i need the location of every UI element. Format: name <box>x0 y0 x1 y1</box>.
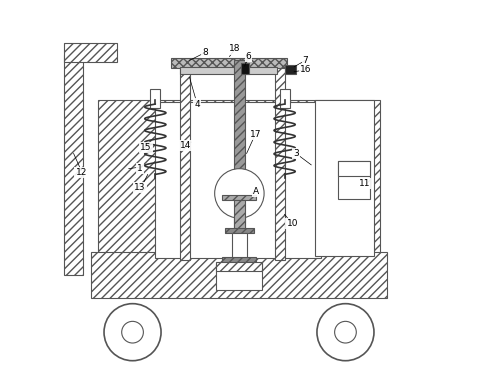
Bar <box>222 257 256 264</box>
Text: 13: 13 <box>134 183 146 192</box>
Text: 1: 1 <box>137 164 143 173</box>
Text: 8: 8 <box>202 48 207 57</box>
Circle shape <box>215 169 264 218</box>
Bar <box>234 200 245 229</box>
Bar <box>284 65 296 74</box>
Bar <box>275 62 284 260</box>
Bar <box>280 89 290 108</box>
Text: 14: 14 <box>180 141 192 151</box>
Circle shape <box>104 304 161 361</box>
Bar <box>216 264 262 290</box>
Text: 10: 10 <box>286 219 298 228</box>
Bar <box>216 262 262 271</box>
Bar <box>234 61 245 256</box>
Bar <box>98 100 380 260</box>
Bar <box>338 161 370 176</box>
Text: A: A <box>253 187 259 196</box>
Text: 11: 11 <box>358 179 370 188</box>
Bar <box>64 43 117 62</box>
Bar <box>241 63 249 74</box>
Bar <box>315 100 374 256</box>
Bar <box>180 67 277 74</box>
Text: 16: 16 <box>300 65 311 74</box>
Bar <box>64 55 83 275</box>
Circle shape <box>122 321 143 343</box>
Text: 3: 3 <box>293 149 299 158</box>
Text: 17: 17 <box>250 130 262 139</box>
Text: 6: 6 <box>246 52 251 61</box>
Text: 7: 7 <box>303 56 308 65</box>
Bar <box>180 62 190 260</box>
Text: 15: 15 <box>140 143 152 152</box>
Text: 12: 12 <box>76 168 87 177</box>
Bar <box>222 195 256 200</box>
Bar <box>151 89 160 108</box>
Bar <box>225 228 254 233</box>
Bar <box>232 233 247 260</box>
Circle shape <box>317 304 374 361</box>
Circle shape <box>335 321 356 343</box>
Bar <box>171 59 286 68</box>
Bar <box>338 161 370 199</box>
Text: 4: 4 <box>195 100 200 108</box>
Text: 18: 18 <box>229 44 241 53</box>
Bar <box>155 102 321 258</box>
Bar <box>91 252 387 298</box>
